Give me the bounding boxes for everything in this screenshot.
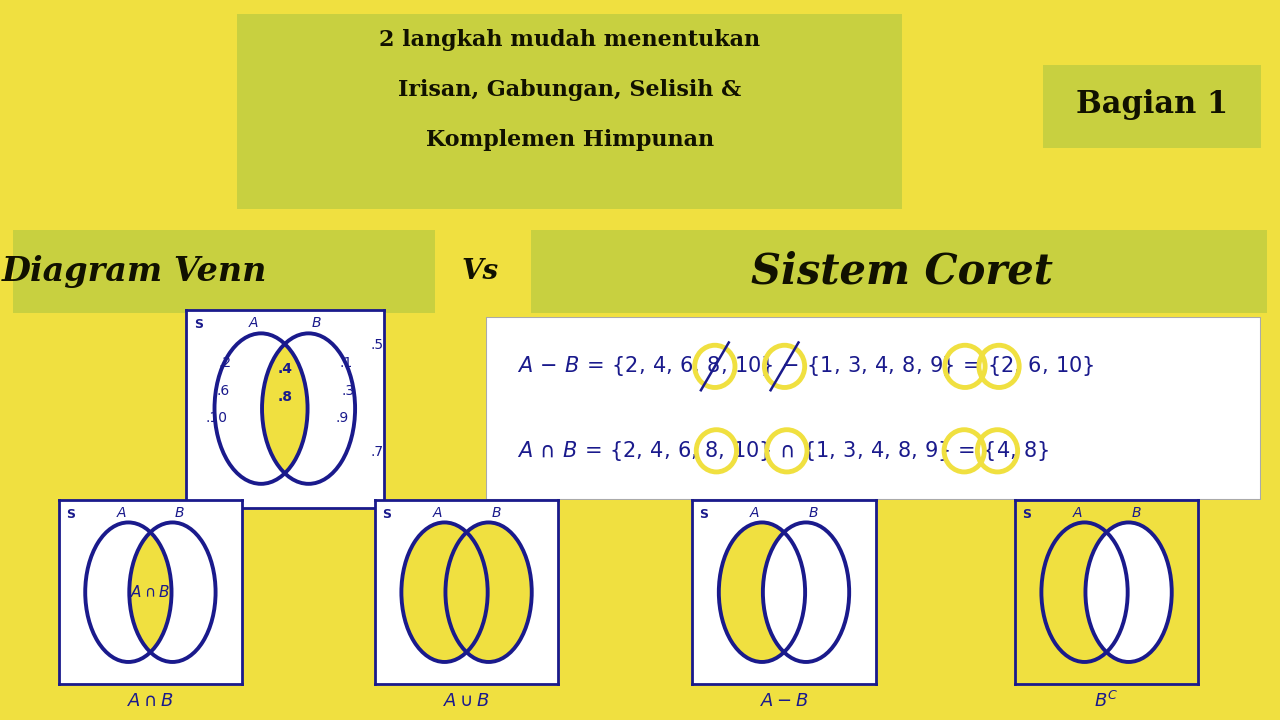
Text: S: S bbox=[67, 508, 76, 521]
Text: B: B bbox=[809, 506, 818, 521]
Text: $A \cap B$: $A \cap B$ bbox=[127, 691, 174, 710]
Text: 2 langkah mudah menentukan: 2 langkah mudah menentukan bbox=[379, 29, 760, 50]
Text: S: S bbox=[1023, 508, 1032, 521]
Text: .1: .1 bbox=[339, 356, 353, 370]
Text: Vs: Vs bbox=[461, 258, 499, 285]
Text: B: B bbox=[492, 506, 500, 521]
Text: $A\,-\,B\,=\,\{2,\,4,\,6,\,8,\,10\}\,-\,\{1,\,3,\,4,\,8,\,9\}\,=\,\{2,\,6,\,10\}: $A\,-\,B\,=\,\{2,\,4,\,6,\,8,\,10\}\,-\,… bbox=[517, 354, 1094, 379]
Text: B: B bbox=[175, 506, 184, 521]
Text: $A\,\cap\,B\,=\,\{2,\,4,\,6,\,8,\,10\}\,\cap\,\{1,\,3,\,4,\,8,\,9\}\,=\,\{4,\,8\: $A\,\cap\,B\,=\,\{2,\,4,\,6,\,8,\,10\}\,… bbox=[517, 438, 1050, 463]
Text: A: A bbox=[1073, 506, 1082, 521]
Text: Diagram Venn: Diagram Venn bbox=[1, 255, 268, 288]
FancyBboxPatch shape bbox=[531, 230, 1267, 313]
Text: A: A bbox=[433, 506, 442, 521]
Text: .2: .2 bbox=[219, 356, 232, 370]
Ellipse shape bbox=[215, 333, 307, 484]
Text: A: A bbox=[750, 506, 759, 521]
Text: $A - B$: $A - B$ bbox=[760, 691, 808, 710]
Text: S: S bbox=[383, 508, 392, 521]
Text: Sistem Coret: Sistem Coret bbox=[751, 251, 1053, 292]
Text: .9: .9 bbox=[335, 410, 349, 425]
Text: .5: .5 bbox=[370, 338, 384, 352]
FancyBboxPatch shape bbox=[237, 14, 902, 209]
Text: Komplemen Himpunan: Komplemen Himpunan bbox=[425, 130, 714, 151]
Text: B: B bbox=[1132, 506, 1140, 521]
Text: .4: .4 bbox=[278, 362, 292, 376]
Ellipse shape bbox=[262, 333, 355, 484]
Text: S: S bbox=[700, 508, 709, 521]
FancyBboxPatch shape bbox=[486, 317, 1261, 500]
Text: .8: .8 bbox=[278, 390, 292, 404]
Text: .6: .6 bbox=[216, 384, 230, 397]
FancyBboxPatch shape bbox=[13, 230, 435, 313]
Text: $A \cup B$: $A \cup B$ bbox=[443, 691, 490, 710]
Text: Irisan, Gabungan, Selisih &: Irisan, Gabungan, Selisih & bbox=[398, 79, 741, 101]
Text: .3: .3 bbox=[342, 384, 355, 397]
Text: S: S bbox=[193, 318, 202, 330]
FancyBboxPatch shape bbox=[1043, 65, 1261, 148]
Text: B: B bbox=[312, 317, 321, 330]
Text: A: A bbox=[116, 506, 125, 521]
Text: Bagian 1: Bagian 1 bbox=[1076, 89, 1228, 120]
Text: $A \cap B$: $A \cap B$ bbox=[131, 584, 170, 600]
Text: .10: .10 bbox=[206, 410, 228, 425]
Text: A: A bbox=[248, 317, 257, 330]
Ellipse shape bbox=[1085, 523, 1171, 662]
Text: $B^C$: $B^C$ bbox=[1094, 690, 1119, 711]
Text: .7: .7 bbox=[370, 445, 384, 459]
